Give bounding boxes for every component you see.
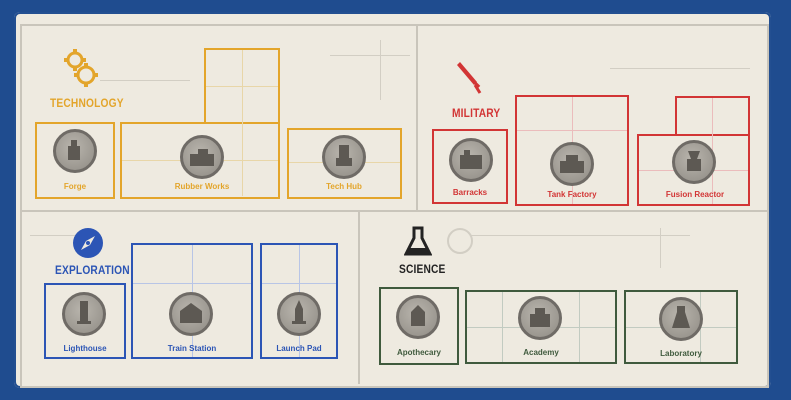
fusion-reactor-building-icon [687,151,701,171]
train-station-grid [133,283,251,284]
barracks-label: Barracks [452,188,488,197]
science-title: SCIENCE [399,262,446,276]
apothecary-slot[interactable] [379,287,459,365]
fusion-reactor-label: Fusion Reactor [665,190,725,199]
military-title: MILITARY [452,106,501,120]
launch-pad-label: Launch Pad [276,344,322,353]
sketch-line [380,40,381,100]
forge-slot[interactable] [35,122,115,199]
laboratory-token[interactable] [659,297,703,341]
compass-icon [73,228,103,258]
launch-pad-token[interactable] [277,292,321,336]
technology-title: TECHNOLOGY [50,96,124,110]
apothecary-label: Apothecary [396,348,442,357]
academy-zone[interactable] [465,290,617,364]
barracks-token[interactable] [449,138,493,182]
laboratory-label: Laboratory [660,349,702,358]
launch-pad-building-icon [292,300,306,324]
laboratory-building-icon [672,306,690,328]
lighthouse-label: Lighthouse [63,344,107,353]
tech-hub-zone[interactable] [287,128,402,199]
rubber-works-zone[interactable] [120,122,280,199]
rubber-works-grid [206,86,278,87]
launch-pad-grid [262,283,336,284]
train-station-zone[interactable] [131,243,253,359]
lighthouse-slot[interactable] [44,283,126,359]
sketch-circle [447,228,473,254]
apothecary-building-icon [411,305,425,326]
fusion-reactor-zone[interactable] [637,134,750,206]
train-station-token[interactable] [169,292,213,336]
tank-factory-label: Tank Factory [547,190,597,199]
sketch-line [470,235,690,236]
sketch-line [100,80,190,81]
lighthouse-building-icon [77,301,91,324]
sketch-line [660,228,661,268]
academy-token[interactable] [518,296,562,340]
sketch-line [330,55,410,56]
vertical-divider-bottom [358,212,360,384]
sketch-line [610,68,750,69]
apothecary-token[interactable] [396,295,440,339]
vertical-divider-top [416,26,418,210]
horizontal-divider [20,210,767,212]
tank-factory-zone[interactable] [515,95,629,206]
fusion-reactor-token[interactable] [672,140,716,184]
forge-token[interactable] [53,129,97,173]
barracks-building-icon [460,150,482,169]
gears-icon [64,49,98,87]
flask-icon [404,226,432,256]
forge-label: Forge [63,182,87,191]
launch-pad-zone[interactable] [260,243,338,359]
exploration-title: EXPLORATION [55,263,130,277]
forge-building-icon [68,140,80,160]
train-station-label: Train Station [167,344,217,353]
tech-hub-building-icon [336,145,352,166]
sword-icon [457,62,482,94]
sketch-line [30,235,80,236]
fusion-reactor-tower[interactable] [675,96,750,136]
tank-factory-grid [517,130,627,131]
tech-hub-label: Tech Hub [326,182,362,191]
laboratory-zone[interactable] [624,290,738,364]
train-station-building-icon [180,303,202,323]
rubber-works-label: Rubber Works [174,182,230,191]
barracks-slot[interactable] [432,129,508,204]
rubber-works-grid [242,50,243,196]
board-frame [20,24,769,388]
lighthouse-token[interactable] [62,292,106,336]
tank-factory-building-icon [560,155,584,173]
rubber-works-tower[interactable] [204,48,280,124]
rubber-works-token[interactable] [180,135,224,179]
academy-building-icon [530,308,550,327]
player-board [14,12,771,388]
tech-hub-token[interactable] [322,135,366,179]
academy-label: Academy [523,348,559,357]
tank-factory-token[interactable] [550,142,594,186]
rubber-works-building-icon [190,149,214,166]
